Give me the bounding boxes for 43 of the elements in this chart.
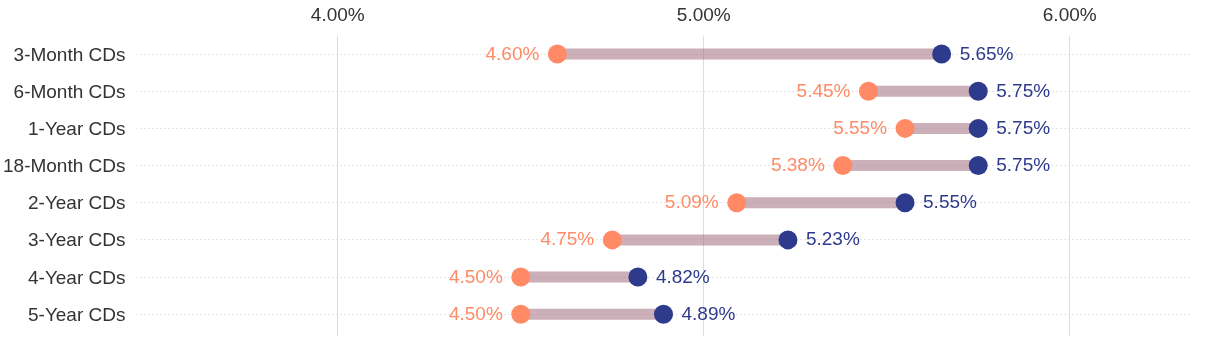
y-tick-label: 5-Year CDs xyxy=(28,303,126,325)
data-label: 4.50% xyxy=(448,265,503,287)
point xyxy=(858,81,878,101)
point xyxy=(895,193,915,213)
data-label: 5.45% xyxy=(796,79,851,101)
x-tick-label: 6.00% xyxy=(1042,3,1097,25)
point xyxy=(628,267,648,287)
y-tick-label: 6-Month CDs xyxy=(13,80,126,102)
point xyxy=(932,44,952,64)
data-label: 5.55% xyxy=(923,191,978,213)
point xyxy=(547,44,567,64)
data-label: 4.75% xyxy=(540,228,595,250)
data-label: 5.75% xyxy=(996,154,1051,176)
data-label: 4.82% xyxy=(655,265,710,287)
y-tick-label: 3-Month CDs xyxy=(13,43,126,65)
data-label: 5.38% xyxy=(770,154,825,176)
point xyxy=(602,230,622,250)
point xyxy=(833,156,853,176)
data-label: 5.75% xyxy=(996,79,1051,101)
x-tick-label: 5.00% xyxy=(676,3,731,25)
data-label: 5.65% xyxy=(959,42,1014,64)
y-tick-label: 3-Year CDs xyxy=(28,229,126,251)
point xyxy=(895,118,915,138)
point xyxy=(778,230,798,250)
data-label: 5.75% xyxy=(996,116,1051,138)
data-label: 5.09% xyxy=(664,191,719,213)
point xyxy=(968,81,988,101)
y-tick-label: 1-Year CDs xyxy=(28,117,126,139)
data-label: 4.50% xyxy=(448,302,503,324)
point xyxy=(511,267,531,287)
y-tick-label: 2-Year CDs xyxy=(28,192,126,214)
data-label: 4.89% xyxy=(681,302,736,324)
data-label: 5.23% xyxy=(805,228,860,250)
point xyxy=(968,156,988,176)
point xyxy=(654,304,673,324)
data-label: 5.55% xyxy=(833,116,888,138)
point xyxy=(727,193,747,213)
x-tick-label: 4.00% xyxy=(310,3,365,25)
point xyxy=(968,118,988,138)
y-tick-label: 4-Year CDs xyxy=(28,266,126,288)
point xyxy=(511,304,531,324)
y-tick-label: 18-Month CDs xyxy=(3,155,126,177)
data-label: 4.60% xyxy=(485,42,540,64)
